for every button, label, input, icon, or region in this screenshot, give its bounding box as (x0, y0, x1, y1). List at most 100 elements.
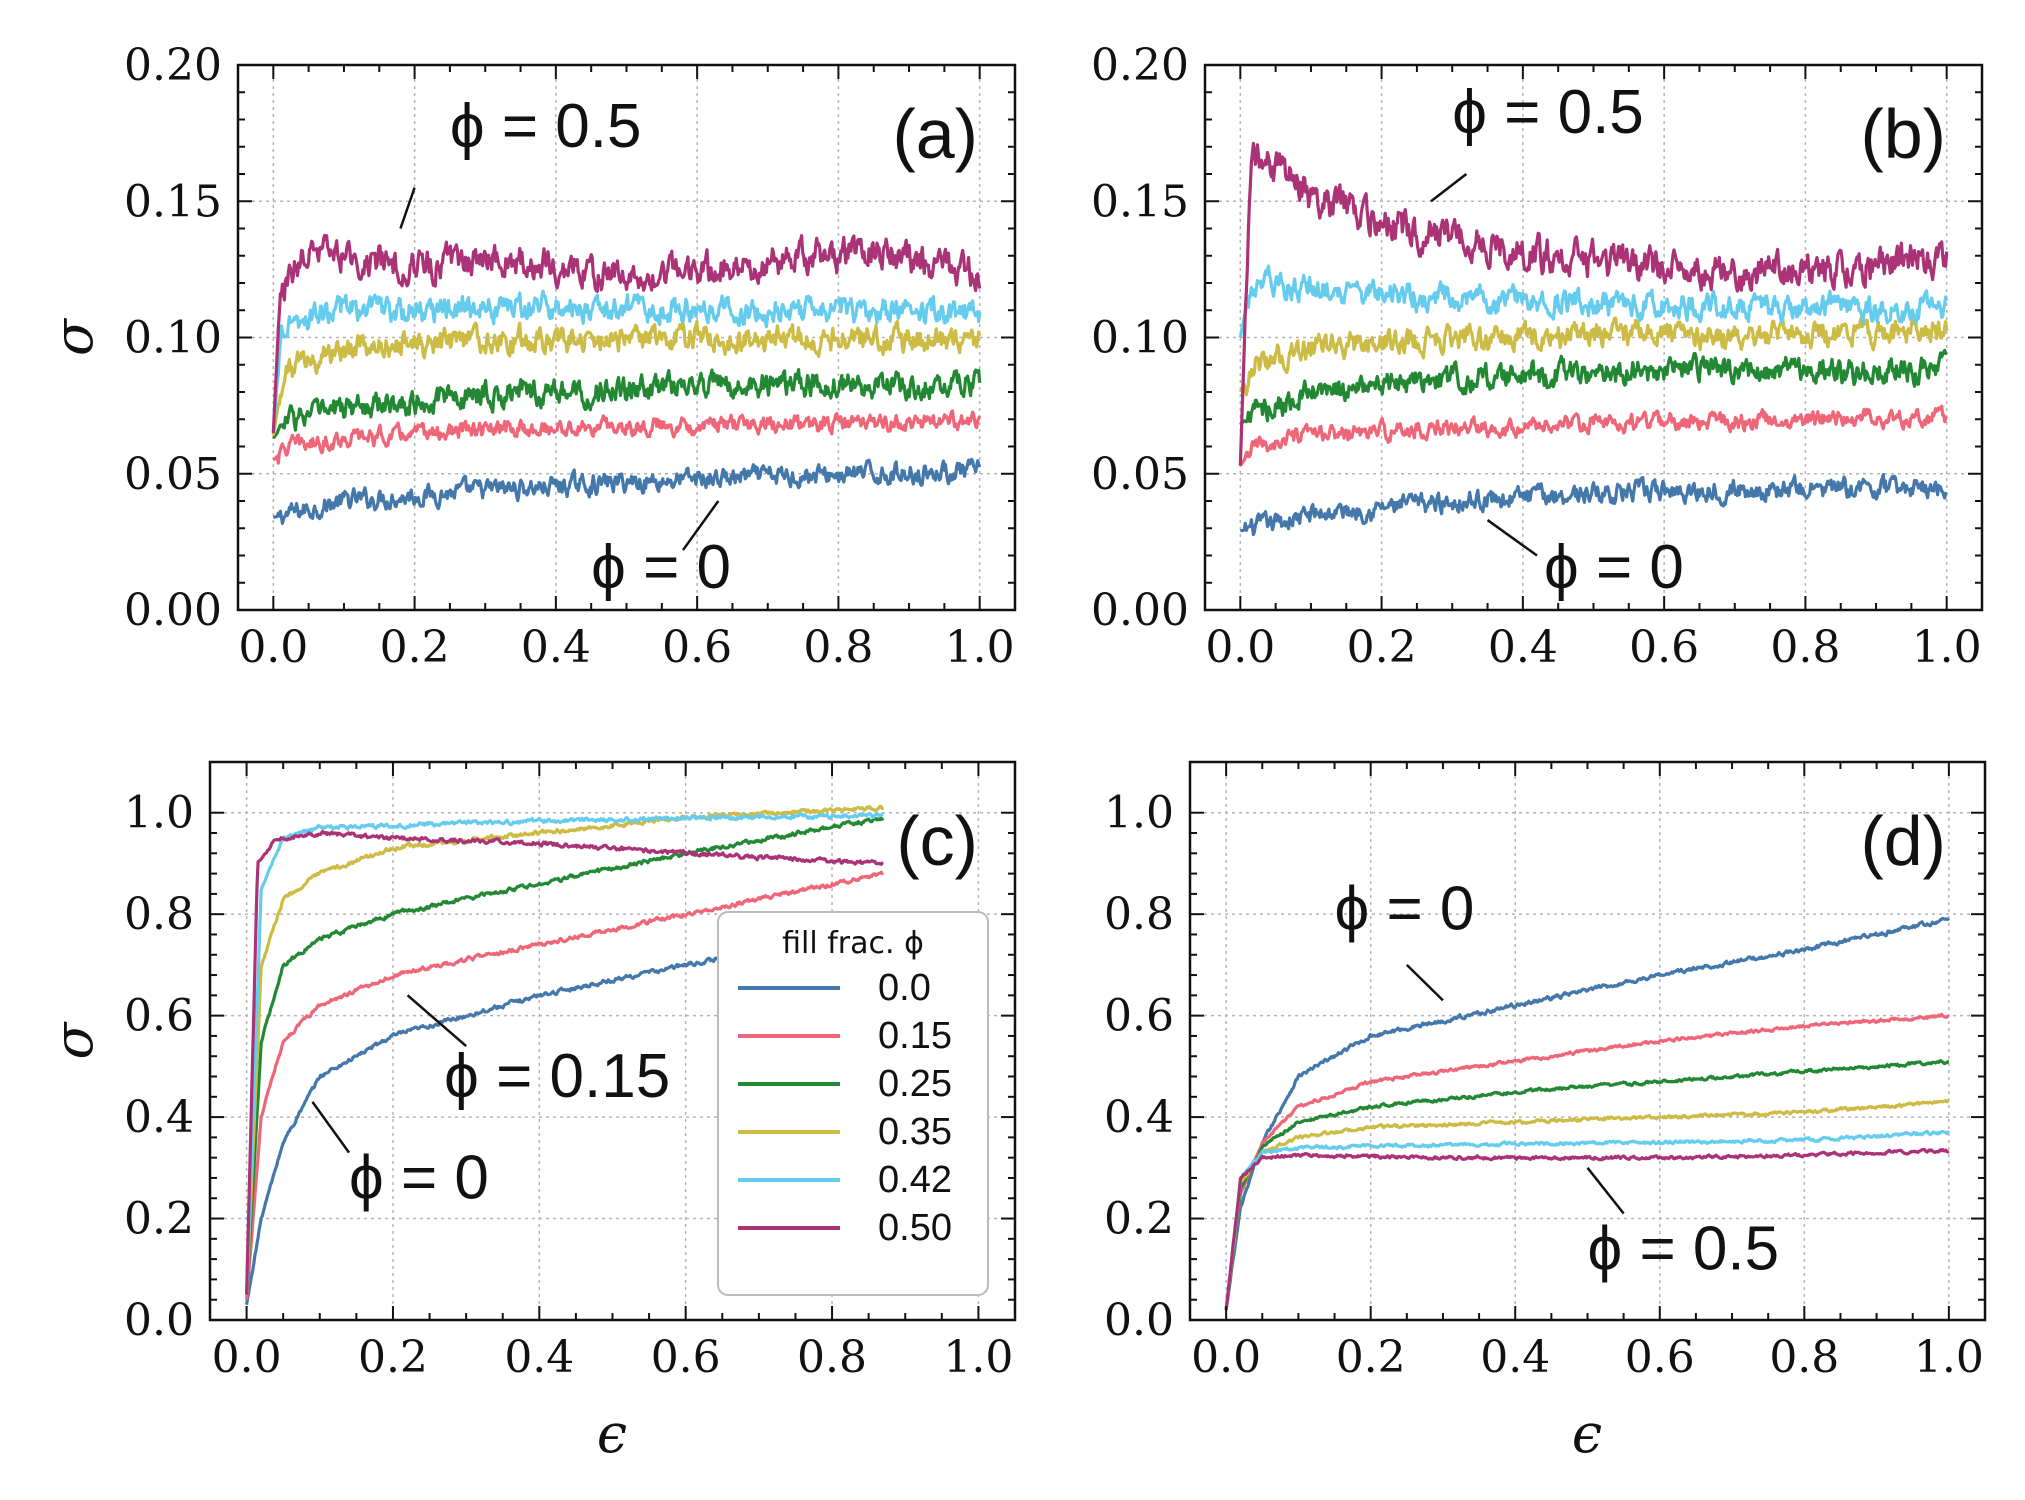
series-line-0-50 (1224, 1147, 1950, 1311)
annotation-leader (1430, 173, 1468, 203)
legend-entry: 0.50 (878, 1207, 952, 1249)
y-tick-label: 0.4 (1104, 1092, 1174, 1143)
x-tick-label: 0.8 (797, 1332, 867, 1383)
series-line-0-35 (271, 319, 982, 436)
annotation-leader (681, 500, 720, 551)
legend-rows: 0.0 0.15 0.25 0.35 0.42 0.50 (738, 967, 952, 1249)
panel-c-annotations: ϕ = 0.15 ϕ = 0 (311, 994, 670, 1212)
x-tick-label: 0.4 (504, 1332, 574, 1383)
x-tick-label: 0.8 (1770, 622, 1840, 673)
y-tick-label: 0.05 (124, 449, 222, 500)
y-tick-label: 0.15 (124, 176, 222, 227)
annotation-label: ϕ = 0.15 (444, 1042, 670, 1111)
series-line-0-50 (271, 233, 982, 433)
x-tick-label: 0.2 (1336, 1332, 1406, 1383)
series-line-0-25 (245, 816, 885, 1295)
x-tick-label: 0.2 (380, 622, 450, 673)
panel-a-label: (a) (892, 95, 978, 173)
annotation-leader (1405, 964, 1444, 1002)
x-tick-label: 1.0 (1912, 622, 1982, 673)
annotation-leader (311, 1101, 351, 1154)
x-tick-label: 0.6 (651, 1332, 721, 1383)
panel-a-annotations: ϕ = 0.5 ϕ = 0 (399, 92, 731, 602)
legend: fill frac. ϕ 0.0 0.15 0.25 0.35 0.42 0.50 (717, 911, 989, 1296)
annotation-leader (1586, 1167, 1625, 1215)
y-tick-label: 0.4 (124, 1092, 194, 1143)
annotation-label: ϕ = 0.5 (1452, 78, 1644, 147)
series-line-0-25 (1224, 1059, 1950, 1311)
annotation-label: ϕ = 0 (591, 533, 731, 602)
y-tick-label: 0.00 (124, 585, 222, 636)
panel-a-series (271, 233, 982, 525)
annotation-label: ϕ = 0.5 (450, 92, 642, 161)
x-tick-label: 0.8 (803, 622, 873, 673)
x-tick-label: 0.2 (1347, 622, 1417, 673)
x-tick-label: 0.8 (1769, 1332, 1839, 1383)
series-line-0-15 (1238, 404, 1949, 467)
x-tick-label: 0.6 (1629, 622, 1699, 673)
series-line-0-15 (272, 409, 982, 465)
y-tick-label: 0.0 (1104, 1295, 1174, 1346)
panel-c-series (245, 804, 980, 1306)
series-line-0-50 (1238, 141, 1949, 466)
legend-box (717, 911, 989, 1296)
series-line-0-35 (245, 804, 885, 1295)
panel-b-label: (b) (1860, 95, 1946, 173)
legend-entry: 0.35 (878, 1111, 952, 1153)
series-line-0-42 (245, 811, 884, 1295)
annotation-label: ϕ = 0 (1335, 874, 1475, 943)
panel-b-annotations: ϕ = 0.5 ϕ = 0 (1430, 78, 1684, 602)
series-line-0-0 (1239, 473, 1948, 537)
series-line-0-0 (272, 457, 982, 525)
annotation-leader (399, 187, 416, 229)
panel-a-ylabel: σ (42, 317, 105, 356)
x-tick-label: 1.0 (1914, 1332, 1984, 1383)
panel-d: 0.0 0.2 0.4 0.6 0.8 1.0 0.0 0.2 0.4 0.6 0.8 1.0 (d)… (1104, 760, 1987, 1465)
x-tick-label: 1.0 (943, 1332, 1013, 1383)
legend-entry: 0.0 (878, 967, 931, 1009)
y-tick-label: 0.6 (1104, 991, 1174, 1042)
x-tick-label: 0.6 (1625, 1332, 1695, 1383)
series-line-0-35 (1224, 1098, 1950, 1311)
x-tick-label: 1.0 (945, 622, 1015, 673)
series-line-0-25 (1239, 348, 1949, 426)
y-tick-label: 0.0 (124, 1295, 194, 1346)
panel-d-grid (1190, 762, 1985, 1321)
legend-entry: 0.15 (878, 1015, 952, 1057)
panel-a-ticks: 0.0 0.2 0.4 0.6 0.8 1.0 0.00 0.05 0.10 0.15 0.20 (124, 40, 1015, 673)
panel-b-ticks: 0.0 0.2 0.4 0.6 0.8 1.0 0.00 0.05 0.10 0.15 0.20 (1091, 40, 1982, 673)
panel-b: 0.0 0.2 0.4 0.6 0.8 1.0 0.00 0.05 0.10 0.15 0.20 (… (1091, 40, 1984, 673)
x-tick-label: 0.0 (1205, 622, 1275, 673)
series-line-0-42 (1238, 264, 1949, 338)
x-tick-label: 0.2 (358, 1332, 428, 1383)
legend-entry: 0.25 (878, 1063, 952, 1105)
y-tick-label: 1.0 (1104, 788, 1174, 839)
x-tick-label: 0.4 (521, 622, 591, 673)
panel-c-ticks: 0.0 0.2 0.4 0.6 0.8 1.0 0.0 0.2 0.4 0.6 0.8 1.0 (124, 762, 1015, 1383)
series-line-0-50 (245, 829, 884, 1295)
y-tick-label: 0.10 (124, 313, 222, 364)
panel-d-xlabel: ϵ (1572, 1402, 1602, 1465)
panel-c-label: (c) (896, 802, 978, 880)
legend-entry: 0.42 (878, 1159, 952, 1201)
annotation-leader (1486, 519, 1538, 557)
y-tick-label: 0.6 (124, 991, 194, 1042)
annotation-label: ϕ = 0 (349, 1143, 489, 1212)
x-tick-label: 0.0 (238, 622, 308, 673)
y-tick-label: 0.10 (1091, 313, 1189, 364)
y-tick-label: 0.8 (124, 889, 194, 940)
series-line-0-42 (271, 289, 982, 434)
series-line-0-35 (1238, 314, 1949, 397)
y-tick-label: 0.20 (1091, 40, 1189, 91)
panel-d-ticks: 0.0 0.2 0.4 0.6 0.8 1.0 0.0 0.2 0.4 0.6 0.8 1.0 (1104, 762, 1985, 1383)
y-tick-label: 0.2 (1104, 1194, 1174, 1245)
x-tick-label: 0.4 (1480, 1332, 1550, 1383)
x-tick-label: 0.4 (1488, 622, 1558, 673)
series-line-0-42 (1224, 1129, 1951, 1311)
panel-c-xlabel: ϵ (597, 1402, 627, 1465)
series-line-0-25 (272, 368, 982, 440)
y-tick-label: 0.15 (1091, 176, 1189, 227)
panel-a: 0.0 0.2 0.4 0.6 0.8 1.0 0.00 0.05 0.10 0.15 0.20 (… (42, 40, 1017, 673)
panel-d-label: (d) (1860, 802, 1946, 880)
